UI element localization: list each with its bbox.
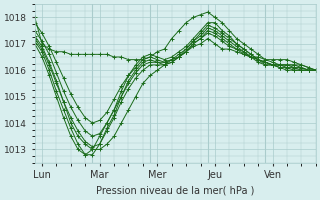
- X-axis label: Pression niveau de la mer( hPa ): Pression niveau de la mer( hPa ): [96, 186, 254, 196]
